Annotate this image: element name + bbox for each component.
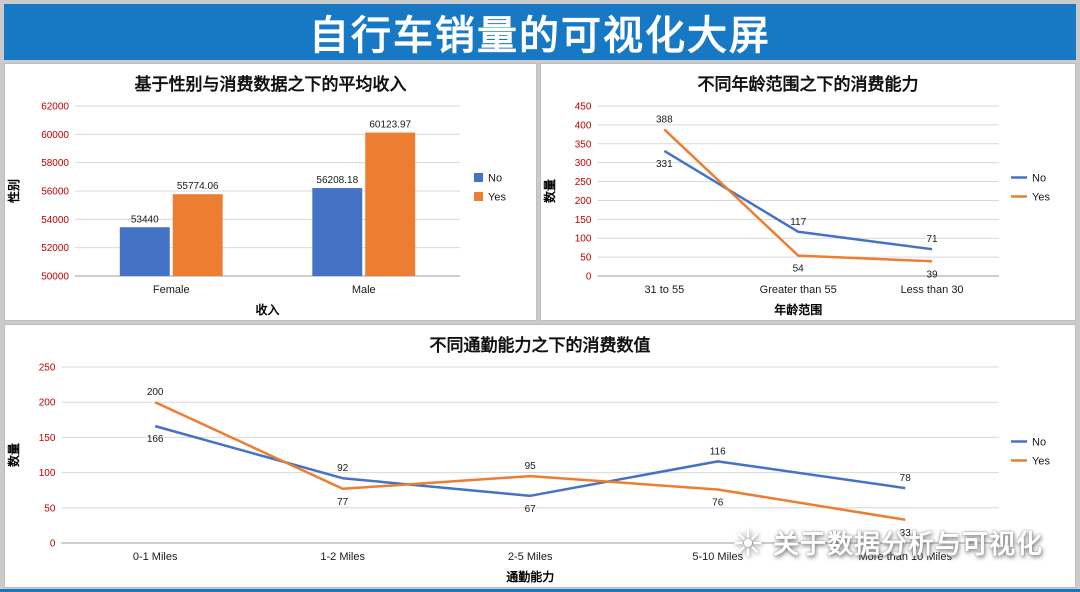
- svg-text:388: 388: [656, 114, 673, 125]
- dashboard-title: 自行车销量的可视化大屏: [309, 14, 771, 58]
- svg-text:92: 92: [337, 463, 349, 474]
- svg-text:60000: 60000: [41, 130, 69, 141]
- svg-text:67: 67: [525, 504, 537, 515]
- svg-text:Less than 30: Less than 30: [901, 284, 964, 296]
- svg-text:300: 300: [575, 158, 592, 169]
- svg-text:50000: 50000: [41, 272, 69, 283]
- svg-text:Yes: Yes: [1032, 192, 1050, 204]
- svg-text:2-5 Miles: 2-5 Miles: [508, 551, 553, 563]
- svg-text:52000: 52000: [41, 243, 69, 254]
- svg-text:性别: 性别: [6, 179, 21, 204]
- commute-line-chart: 0 50 100 150 200 250 0-1 Miles 1-2 Miles 2-5 Mil…: [6, 363, 1050, 585]
- top-row: 基于性别与消费数据之下的平均收入 50000 52000 54000 56000 580…: [4, 63, 1076, 321]
- svg-text:166: 166: [147, 434, 164, 445]
- svg-text:0-1 Miles: 0-1 Miles: [133, 551, 178, 563]
- svg-text:50: 50: [44, 503, 56, 514]
- svg-text:Female: Female: [153, 284, 190, 296]
- svg-text:150: 150: [575, 215, 592, 226]
- svg-text:Yes: Yes: [1032, 456, 1050, 468]
- svg-text:53440: 53440: [131, 214, 159, 225]
- svg-text:150: 150: [39, 433, 56, 444]
- svg-text:33: 33: [900, 528, 912, 539]
- svg-text:0: 0: [586, 272, 592, 283]
- svg-text:450: 450: [575, 102, 592, 113]
- svg-text:200: 200: [147, 387, 164, 398]
- chart-panel-age: 不同年龄范围之下的消费能力 0 50 100 150 200 250 300 350 400 45…: [540, 63, 1076, 321]
- svg-text:200: 200: [39, 398, 56, 409]
- svg-text:31 to 55: 31 to 55: [644, 284, 684, 296]
- svg-text:77: 77: [337, 497, 349, 508]
- svg-text:年龄范围: 年龄范围: [774, 302, 822, 317]
- bottom-accent-strip: [0, 589, 1080, 592]
- svg-text:39: 39: [927, 269, 939, 280]
- svg-text:No: No: [1032, 173, 1046, 185]
- svg-text:100: 100: [39, 468, 56, 479]
- svg-text:数量: 数量: [542, 179, 557, 203]
- svg-text:0: 0: [50, 539, 56, 550]
- svg-text:50: 50: [580, 253, 592, 264]
- svg-text:54: 54: [793, 264, 805, 275]
- svg-text:Greater than 55: Greater than 55: [760, 284, 837, 296]
- svg-text:Yes: Yes: [488, 192, 506, 204]
- svg-text:Male: Male: [352, 284, 376, 296]
- chart-panel-commute: 不同通勤能力之下的消费数值 0 50 100 150 200 250 0-1 Miles 1-…: [4, 324, 1076, 588]
- svg-text:250: 250: [39, 363, 56, 374]
- svg-text:331: 331: [656, 159, 673, 170]
- svg-text:100: 100: [575, 234, 592, 245]
- svg-text:71: 71: [927, 234, 939, 245]
- svg-text:60123.97: 60123.97: [369, 120, 411, 131]
- svg-text:200: 200: [575, 196, 592, 207]
- dashboard-banner: 自行车销量的可视化大屏: [4, 4, 1076, 60]
- income-bar-chart: 50000 52000 54000 56000 58000 60000 62000 Femal…: [6, 102, 506, 318]
- svg-text:No: No: [488, 173, 502, 185]
- age-line-chart: 0 50 100 150 200 250 300 350 400 450 31 to 55 Great…: [542, 102, 1050, 318]
- svg-text:78: 78: [900, 473, 912, 484]
- svg-text:54000: 54000: [41, 215, 69, 226]
- svg-text:250: 250: [575, 177, 592, 188]
- svg-text:56000: 56000: [41, 187, 69, 198]
- svg-text:62000: 62000: [41, 102, 69, 113]
- svg-text:No: No: [1032, 437, 1046, 449]
- income-chart-title: 基于性别与消费数据之下的平均收入: [134, 75, 407, 94]
- svg-text:More than 10 Miles: More than 10 Miles: [858, 551, 952, 563]
- svg-text:76: 76: [712, 497, 724, 508]
- svg-text:95: 95: [525, 461, 537, 472]
- svg-text:55774.06: 55774.06: [177, 181, 219, 192]
- svg-text:56208.18: 56208.18: [316, 175, 358, 186]
- svg-text:通勤能力: 通勤能力: [506, 569, 554, 584]
- svg-text:117: 117: [790, 217, 806, 228]
- chart-panel-income: 基于性别与消费数据之下的平均收入 50000 52000 54000 56000 580…: [4, 63, 537, 321]
- age-chart-title: 不同年龄范围之下的消费能力: [697, 75, 919, 94]
- commute-chart-title: 不同通勤能力之下的消费数值: [429, 336, 651, 355]
- svg-text:1-2 Miles: 1-2 Miles: [320, 551, 365, 563]
- svg-text:5-10 Miles: 5-10 Miles: [692, 551, 743, 563]
- svg-text:收入: 收入: [255, 302, 279, 317]
- svg-text:400: 400: [575, 120, 592, 131]
- svg-text:350: 350: [575, 139, 592, 150]
- svg-text:58000: 58000: [41, 158, 69, 169]
- svg-text:116: 116: [710, 446, 726, 457]
- svg-text:数量: 数量: [6, 443, 21, 467]
